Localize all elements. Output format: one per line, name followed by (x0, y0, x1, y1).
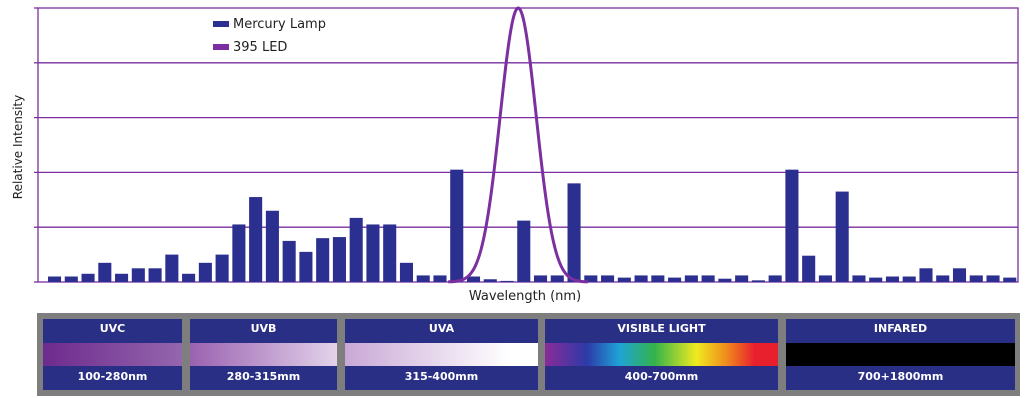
mercury-bar (48, 276, 62, 282)
mercury-bar (668, 277, 682, 282)
mercury-bar (265, 210, 279, 282)
mercury-bar (182, 273, 196, 282)
mercury-bar (651, 275, 665, 282)
band-visible-name: VISIBLE LIGHT (617, 322, 706, 335)
mercury-bar (366, 224, 380, 282)
mercury-bar (818, 275, 832, 282)
mercury-bar (617, 277, 631, 282)
legend-item-led: 395 LED (213, 37, 326, 57)
mercury-bar (902, 276, 916, 282)
mercury-bar (835, 191, 849, 282)
mercury-bar (282, 240, 296, 282)
mercury-bar (601, 275, 615, 282)
mercury-bar (131, 268, 145, 282)
mercury-bar (148, 268, 162, 282)
mercury-bar (64, 276, 78, 282)
mercury-bar (215, 254, 229, 282)
band-uva-range: 315-400mm (404, 370, 479, 383)
band-uvc-range: 100-280nm (77, 370, 148, 383)
band-infrared-range: 700+1800mm (857, 370, 944, 383)
band-visible: VISIBLE LIGHT 400-700mm (545, 319, 778, 390)
mercury-bar (1003, 277, 1017, 282)
spectrum-panel: UVC 100-280nm UVB 280-315mm UVA 315-400m… (37, 313, 1020, 396)
band-uvb-range: 280-315mm (226, 370, 301, 383)
mercury-bar (969, 275, 983, 282)
band-uva-gradient (345, 343, 538, 366)
mercury-bar (517, 220, 531, 282)
mercury-bar (500, 280, 514, 282)
mercury-bar (299, 251, 313, 282)
mercury-bar (433, 275, 447, 282)
band-visible-range: 400-700mm (624, 370, 699, 383)
mercury-bar (718, 278, 732, 282)
mercury-bar (735, 275, 749, 282)
band-infrared-name: INFARED (873, 322, 928, 335)
x-axis-label: Wavelength (nm) (468, 289, 582, 304)
led-curve (448, 6, 589, 284)
mercury-bar (198, 262, 212, 282)
mercury-bar (399, 262, 414, 282)
mercury-bar (952, 268, 967, 282)
band-uva: UVA 315-400mm (345, 319, 538, 390)
mercury-bar (349, 217, 363, 282)
mercury-bar (869, 277, 883, 282)
legend-label-mercury: Mercury Lamp (233, 16, 326, 32)
band-uvc: UVC 100-280nm (43, 319, 182, 390)
mercury-bar (919, 268, 933, 282)
mercury-bar (936, 275, 950, 282)
mercury-bar (450, 169, 464, 282)
band-uva-name: UVA (428, 322, 455, 335)
band-infrared-gradient (786, 343, 1015, 366)
mercury-bar (634, 275, 648, 282)
mercury-bar (751, 280, 765, 282)
mercury-bar (986, 275, 1000, 282)
mercury-bar (550, 275, 564, 282)
mercury-bar (316, 238, 330, 282)
legend-swatch-led (213, 44, 229, 50)
mercury-bar (383, 224, 397, 282)
legend-swatch-mercury (213, 21, 229, 27)
mercury-bar (802, 255, 816, 282)
band-uvc-name: UVC (99, 322, 126, 335)
mercury-bar (768, 275, 782, 282)
y-axis-label: Relative Intensity (11, 94, 25, 200)
mercury-bar (701, 275, 715, 282)
band-uvb: UVB 280-315mm (190, 319, 337, 390)
mercury-bar (249, 197, 263, 282)
chart (34, 6, 1019, 284)
band-uvb-gradient (190, 343, 337, 366)
legend: Mercury Lamp 395 LED (213, 14, 326, 60)
legend-label-led: 395 LED (233, 39, 288, 55)
mercury-bar (232, 224, 246, 282)
mercury-bar (567, 183, 581, 282)
legend-item-mercury: Mercury Lamp (213, 14, 326, 34)
band-infrared: INFARED 700+1800mm (786, 319, 1015, 390)
mercury-bar (885, 276, 900, 282)
band-visible-gradient (545, 343, 778, 366)
mercury-bar (115, 273, 129, 282)
mercury-bar (466, 276, 481, 282)
mercury-bar (416, 275, 430, 282)
mercury-bar (534, 275, 548, 282)
mercury-bar (332, 237, 346, 282)
mercury-bar (81, 273, 95, 282)
band-uvb-name: UVB (250, 322, 277, 335)
mercury-bar (584, 275, 598, 282)
mercury-bar (98, 262, 112, 282)
mercury-bar (165, 254, 179, 282)
band-uvc-gradient (43, 343, 182, 366)
mercury-bar (483, 279, 497, 282)
mercury-bar (785, 169, 799, 282)
mercury-bar (852, 275, 866, 282)
mercury-bar (684, 275, 698, 282)
